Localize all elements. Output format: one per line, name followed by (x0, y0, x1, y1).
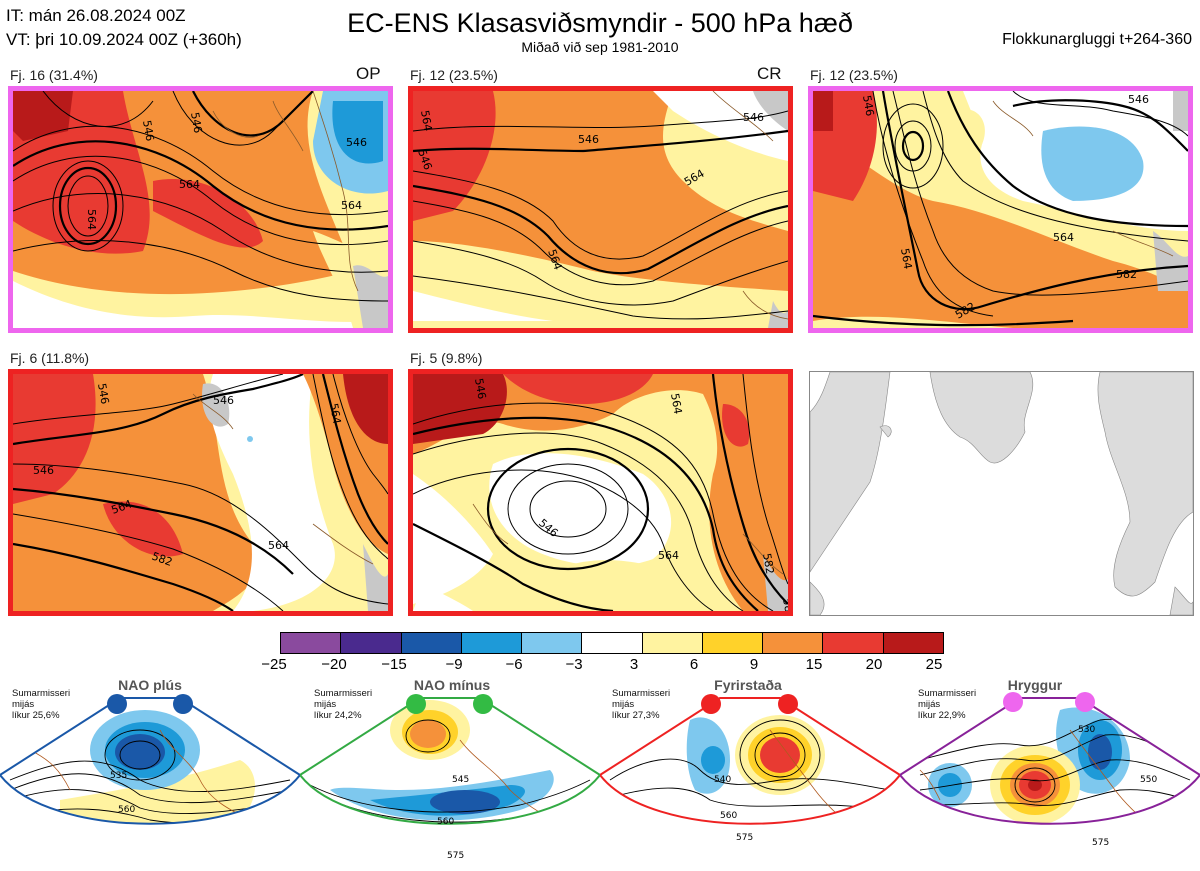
regime-3-dot (701, 694, 721, 714)
contour-label: 564 (1053, 231, 1074, 244)
colorbar-bin (401, 633, 462, 653)
colorbar-tick: −25 (261, 656, 287, 673)
regime-map-nao-minus: 545 560 575 (300, 697, 600, 861)
contour-label: 564 (327, 402, 343, 425)
regime-map-nao-plus: 535 560 (0, 697, 300, 825)
contour-label: 582 (1116, 268, 1137, 281)
contour-label: 560 (720, 811, 737, 821)
valid-time: VT: þri 10.09.2024 00Z (+360h) (6, 30, 242, 49)
contour-label: 575 (1092, 838, 1109, 848)
colorbar-bin (763, 633, 824, 653)
page-title: EC-ENS Klasasviðsmyndir - 500 hPa hæð (347, 8, 853, 38)
cluster-map-5: 546 546 564 564 582 582 (408, 369, 793, 616)
cluster-map-2: 546 546 564 564 564 546 (408, 86, 793, 333)
contour-label: 546 (95, 382, 111, 405)
colorbar-tick: −20 (321, 656, 347, 673)
colorbar (280, 632, 944, 654)
regime-2-note: Sumarmisseri mijás líkur 24,2% (314, 688, 373, 721)
contour-label: 560 (437, 817, 454, 827)
contour-label: 564 (418, 109, 434, 132)
contour-label: 546 (472, 377, 488, 400)
regime-4-note: Sumarmisseri mijás líkur 22,9% (918, 688, 977, 721)
panel-1-tag: OP (356, 64, 381, 83)
colorbar-tick: −9 (445, 656, 463, 673)
contour-label: 550 (1140, 775, 1157, 785)
contour-label: 546 (33, 464, 54, 477)
contour-label: 564 (341, 199, 362, 212)
contour-label: 564 (898, 247, 914, 270)
contour-label: 582 (780, 597, 788, 611)
regime-1-dot (107, 694, 127, 714)
regime-3-note: Sumarmisseri mijás líkur 27,3% (612, 688, 671, 721)
contour-label: 546 (346, 136, 367, 149)
contour-label: 546 (743, 111, 764, 124)
panel-2-label: Fj. 12 (23.5%) (410, 67, 498, 83)
colorbar-tick: 15 (805, 656, 823, 673)
contour-label: 546 (140, 119, 156, 142)
contour-label: 575 (736, 833, 753, 843)
contour-label: 564 (268, 539, 289, 552)
contour-label: 546 (188, 111, 204, 134)
colorbar-bin (582, 633, 643, 653)
contour-label: 545 (452, 775, 469, 785)
contour-label: 535 (110, 771, 127, 781)
colorbar-tick: 25 (925, 656, 943, 673)
colorbar-bin (281, 633, 342, 653)
colorbar-tick: 20 (865, 656, 883, 673)
regime-4-dot (1003, 692, 1023, 712)
colorbar-tick: −3 (565, 656, 583, 673)
regime-map-blocking: 540 560 575 (600, 697, 900, 843)
colorbar-tick: −6 (505, 656, 523, 673)
colorbar-bin (823, 633, 884, 653)
contour-label: 546 (578, 133, 599, 146)
panel-2-tag: CR (757, 64, 782, 83)
colorbar-bin (461, 633, 523, 653)
cluster-map-1: 546 546 546 564 564 564 (8, 86, 393, 333)
regime-2-name: NAO mínus (413, 677, 491, 693)
regime-4-name: Hryggur (1007, 677, 1063, 693)
classification-window: Flokkunargluggi t+264-360 (1002, 31, 1192, 48)
regime-1-dot (173, 694, 193, 714)
colorbar-bin (883, 633, 943, 653)
colorbar-bin (522, 633, 583, 653)
colorbar-tick: −15 (381, 656, 407, 673)
regime-4-dot (1075, 692, 1095, 712)
contour-label: 560 (118, 805, 135, 815)
page-subtitle: Miðað við sep 1981-2010 (521, 39, 679, 55)
colorbar-tick: 9 (749, 656, 759, 673)
contour-label: 546 (1128, 93, 1149, 106)
panel-5-label: Fj. 5 (9.8%) (410, 350, 483, 366)
contour-label: 582 (760, 552, 776, 575)
contour-label: 564 (85, 209, 98, 230)
panel-1-label: Fj. 16 (31.4%) (10, 67, 98, 83)
contour-label: 564 (179, 178, 200, 191)
base-map (809, 371, 1194, 616)
colorbar-bin (341, 633, 402, 653)
regime-2-dot (473, 694, 493, 714)
contour-label: 530 (1078, 725, 1095, 735)
colorbar-tick: 3 (629, 656, 639, 673)
contour-label: 564 (658, 549, 679, 562)
colorbar-bin (642, 633, 703, 653)
regime-3-dot (778, 694, 798, 714)
contour-label: 575 (447, 851, 464, 861)
contour-label: 546 (213, 394, 234, 407)
colorbar-bin (702, 633, 764, 653)
panel-4-label: Fj. 6 (11.8%) (10, 350, 90, 366)
issue-time: IT: mán 26.08.2024 00Z (6, 6, 186, 25)
cluster-map-3: 546 546 564 564 582 582 (808, 86, 1193, 333)
cluster-map-4: 546 546 564 564 582 564 546 (8, 369, 393, 616)
regime-1-name: NAO plús (118, 677, 182, 693)
regime-map-ridge: 530 550 575 (900, 697, 1200, 848)
regime-2-dot (406, 694, 426, 714)
contour-label: 564 (668, 392, 684, 415)
contour-label: 546 (860, 94, 876, 117)
contour-label: 540 (714, 775, 731, 785)
panel-3-label: Fj. 12 (23.5%) (810, 67, 898, 83)
regime-3-name: Fyrirstaða (714, 677, 782, 693)
regime-1-note: Sumarmisseri mijás líkur 25,6% (12, 688, 71, 721)
colorbar-tick: 6 (689, 656, 699, 673)
